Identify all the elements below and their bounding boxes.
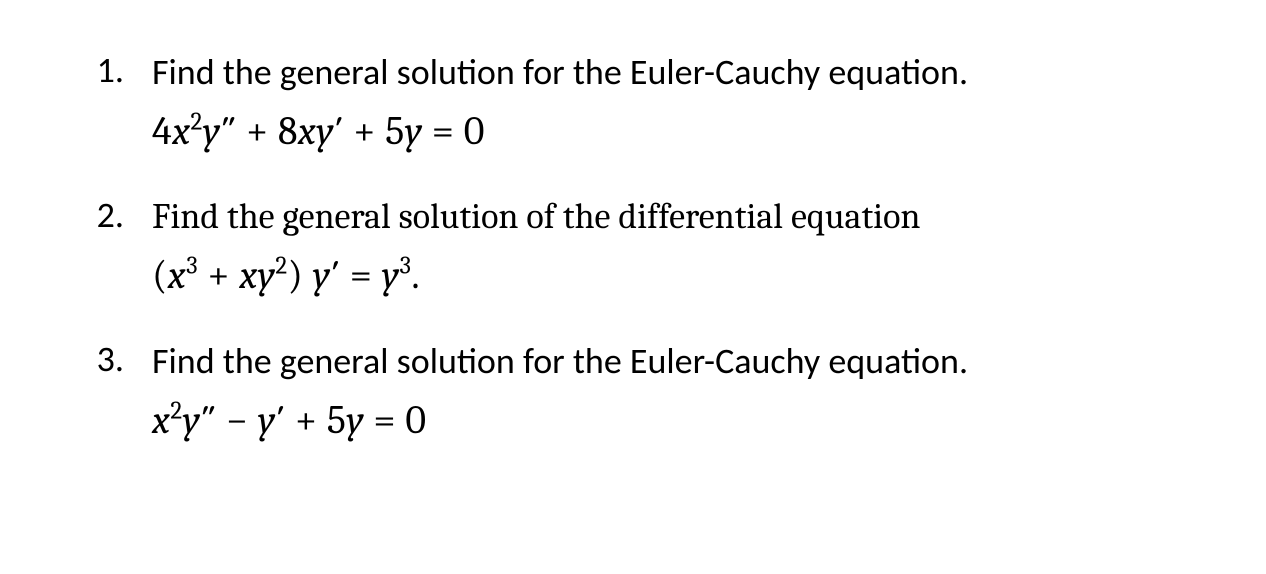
eq-zero: 0 [464, 108, 485, 154]
eq-prime: ′ [276, 397, 286, 443]
item-equation: (x3 + xy2) y′ = y3. [152, 247, 1210, 303]
eq-op-eq: = [340, 252, 381, 298]
eq-coef: 5 [385, 108, 405, 154]
eq-lparen: ( [152, 252, 168, 298]
item-number: 1. [56, 48, 152, 92]
eq-op-eq: = [364, 397, 405, 443]
eq-rparen: ) [288, 252, 304, 298]
eq-var-y: y [382, 252, 400, 298]
eq-exp: 3 [399, 253, 411, 281]
eq-var-y: y [258, 397, 276, 443]
eq-var-y: y [303, 252, 330, 298]
eq-exp: 2 [275, 253, 287, 281]
item-equation: 4x2y″ + 8xy′ + 5y = 0 [152, 103, 1210, 159]
item-equation: x2y″ − y′ + 5y = 0 [152, 392, 1210, 448]
eq-var-y: y [346, 397, 364, 443]
eq-var-y: y [258, 252, 276, 298]
eq-op-eq: = [423, 108, 464, 154]
item-prompt: Find the general solution of the differe… [152, 193, 1210, 242]
eq-var-x: x [239, 252, 257, 298]
eq-prime: ′ [334, 108, 344, 154]
item-body: Find the general solution for the Euler-… [152, 337, 1210, 448]
eq-var-y: y [183, 397, 201, 443]
eq-var-y: y [405, 108, 423, 154]
eq-var-y: y [203, 108, 221, 154]
item-body: Find the general solution for the Euler-… [152, 48, 1210, 159]
problem-item-1: 1. Find the general solution for the Eul… [56, 48, 1210, 159]
item-prompt: Find the general solution for the Euler-… [152, 48, 1210, 97]
eq-period: . [411, 252, 420, 298]
problem-item-2: 2. Find the general solution of the diff… [56, 193, 1210, 304]
eq-double-prime: ″ [221, 108, 237, 154]
eq-prime: ′ [330, 252, 340, 298]
eq-var-x: x [168, 252, 186, 298]
item-prompt: Find the general solution for the Euler-… [152, 337, 1210, 386]
eq-op-minus: − [217, 397, 258, 443]
eq-double-prime: ″ [200, 397, 216, 443]
eq-var-x: x [172, 108, 190, 154]
problem-item-3: 3. Find the general solution for the Eul… [56, 337, 1210, 448]
eq-coef: 4 [152, 108, 172, 154]
eq-exp: 2 [170, 397, 182, 425]
eq-op-plus: + [237, 108, 278, 154]
item-number: 2. [56, 193, 152, 237]
eq-var-y: y [316, 108, 334, 154]
eq-coef: 8 [278, 108, 298, 154]
eq-var-x: x [152, 397, 170, 443]
eq-exp: 2 [191, 108, 203, 136]
eq-zero: 0 [405, 397, 426, 443]
item-number: 3. [56, 337, 152, 381]
eq-op-plus: + [198, 252, 239, 298]
eq-coef: 5 [327, 397, 347, 443]
eq-exp: 3 [186, 253, 198, 281]
eq-op-plus: + [344, 108, 385, 154]
eq-op-plus: + [286, 397, 327, 443]
eq-var-x: x [298, 108, 316, 154]
item-body: Find the general solution of the differe… [152, 193, 1210, 304]
problem-list: 1. Find the general solution for the Eul… [0, 0, 1266, 488]
